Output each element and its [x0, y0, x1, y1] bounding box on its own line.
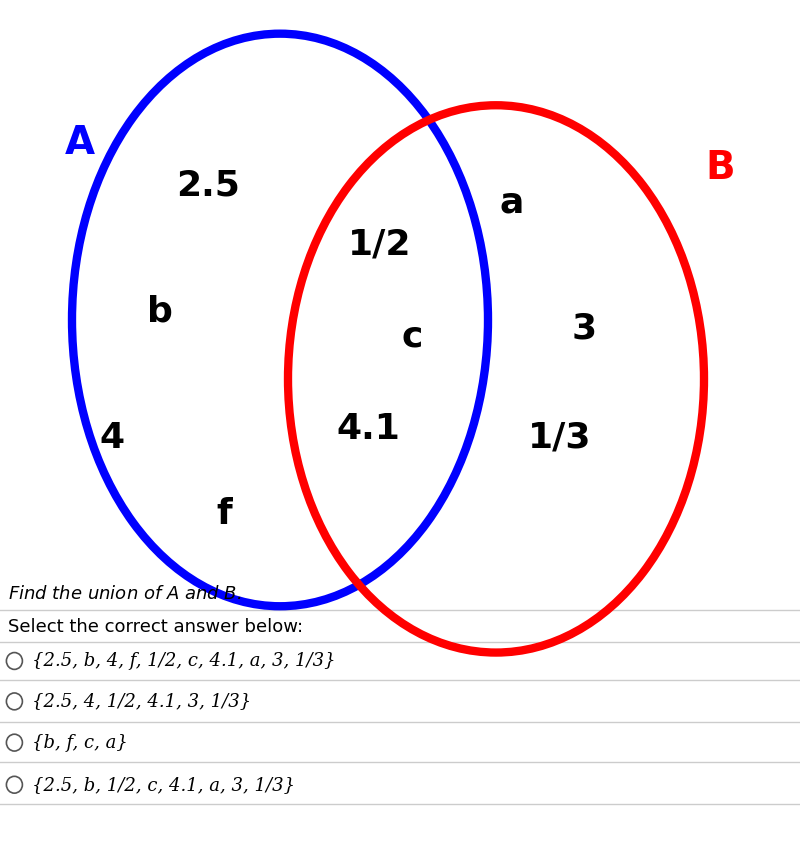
Text: {2.5, b, 1/2, c, 4.1, a, 3, 1/3}: {2.5, b, 1/2, c, 4.1, a, 3, 1/3}	[32, 775, 295, 794]
Text: Select the correct answer below:: Select the correct answer below:	[8, 618, 303, 637]
Text: 1/2: 1/2	[348, 227, 412, 261]
Text: A: A	[65, 124, 95, 163]
Text: c: c	[402, 320, 422, 354]
Text: 3: 3	[571, 312, 597, 345]
Text: 4.1: 4.1	[336, 413, 400, 446]
Text: {2.5, b, 4, f, 1/2, c, 4.1, a, 3, 1/3}: {2.5, b, 4, f, 1/2, c, 4.1, a, 3, 1/3}	[32, 652, 336, 670]
Text: {2.5, 4, 1/2, 4.1, 3, 1/3}: {2.5, 4, 1/2, 4.1, 3, 1/3}	[32, 692, 251, 711]
Text: b: b	[147, 295, 173, 328]
Text: B: B	[705, 149, 735, 188]
Text: 4: 4	[99, 421, 125, 455]
Text: {b, f, c, a}: {b, f, c, a}	[32, 733, 128, 752]
Text: 2.5: 2.5	[176, 168, 240, 202]
Text: f: f	[216, 497, 232, 530]
Text: Find the union of $A$ and $B$.: Find the union of $A$ and $B$.	[8, 584, 242, 603]
Text: 1/3: 1/3	[528, 421, 592, 455]
Text: a: a	[500, 185, 524, 219]
